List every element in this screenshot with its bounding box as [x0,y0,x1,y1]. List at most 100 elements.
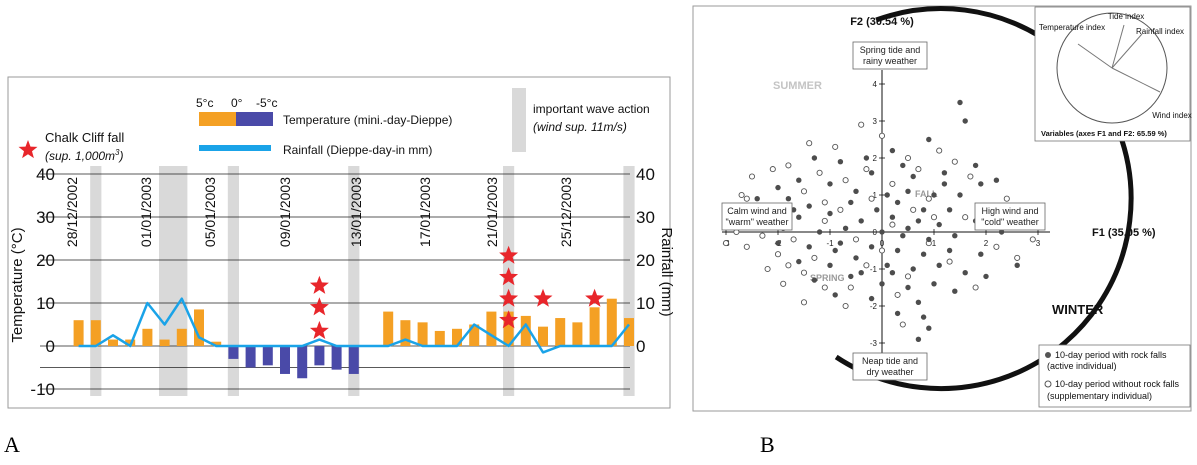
point-with-fall [900,233,906,239]
point-without-fall [936,147,943,154]
point-without-fall [972,284,979,291]
point-with-fall [858,218,864,224]
point-without-fall [738,191,745,199]
temperature-bar [90,320,101,346]
temperature-bar [383,311,394,346]
temperature-bar [538,326,548,346]
arrow-wind [1111,67,1161,93]
legend-active-sub: (active individual) [1047,361,1117,371]
temperature-bar [417,322,428,346]
point-with-fall [868,295,875,302]
point-without-fall [962,214,969,221]
y-tick-left: 20 [36,251,55,270]
point-without-fall [858,121,865,128]
legend-filled-dot [1045,352,1051,358]
arrow-temperature [1077,43,1113,69]
box-left-line1: Calm wind and [727,206,787,216]
point-with-fall [796,258,802,265]
cliff-fall-star [533,288,553,307]
point-without-fall [951,158,958,165]
cliff-fall-star [499,267,519,286]
y-tick-label: -2 [870,302,878,311]
temperature-bar [142,328,153,346]
temperature-bar [486,311,497,346]
point-without-fall [925,195,932,202]
y-tick-left: 10 [36,294,55,313]
legend-orange-swatch [199,112,236,126]
legend-cliff-fall: Chalk Cliff fall [45,130,124,145]
date-label: 01/01/2003 [138,177,154,247]
season-winter: WINTER [1052,302,1104,317]
point-without-fall [930,214,938,221]
y-axis-label-right: Rainfall (mm) [658,227,675,316]
point-with-fall [868,170,875,176]
y-tick-label: 3 [873,117,878,126]
temp-scale-label-neg5: -5°c [256,96,277,110]
point-without-fall [821,199,828,206]
point-with-fall [915,336,922,342]
point-with-fall [796,214,802,220]
y-tick-label: 2 [873,154,878,163]
point-with-fall [827,262,833,268]
wave-band [348,166,360,396]
point-with-fall [832,247,838,254]
point-without-fall [1029,236,1036,243]
temperature-bar [159,339,170,346]
box-bottom-frame [852,352,928,381]
point-with-fall [889,147,896,154]
inset-frame [1034,6,1191,142]
arrow-tide [1111,24,1125,69]
point-with-fall [905,284,911,291]
box-top: Spring tide and rainy weather [852,41,928,70]
legend-supplementary-sub: (supplementary individual) [1047,391,1152,401]
temperature-bar [572,322,583,346]
point-with-fall [811,155,818,161]
y-tick-left: 40 [36,165,55,184]
temperature-bar [469,324,480,346]
temperature-bar [194,309,204,346]
point-without-fall [967,173,974,180]
point-without-fall [785,262,792,269]
cliff-fall-star [309,297,329,316]
season-spring: SPRING [810,273,845,283]
box-right-line1: High wind and [981,206,1038,216]
point-with-fall [894,199,901,206]
point-without-fall [894,291,901,298]
x-axis-title-f1: F1 (35.05 %) [1092,227,1156,239]
point-with-fall [868,244,875,250]
variables-inset: Temperature index Tide index Rainfall in… [1034,6,1192,142]
temperature-bar [434,330,445,346]
point-without-fall [852,236,860,243]
point-with-fall [806,244,812,250]
point-with-fall [962,118,968,124]
temperature-bar [331,346,342,370]
point-with-fall [806,203,812,209]
temperature-rainfall-chart: Chalk Cliff fall (sup. 1,000m3) 5°c 0° -… [7,76,675,409]
point-without-fall [821,284,828,291]
point-without-fall [993,243,1000,250]
temperature-bar [211,341,222,346]
pca-chart: SUMMER WINTER FALL SPRING F2 (30.54 %) F… [692,5,1192,412]
cliff-fall-star [499,310,519,329]
temperature-bar [297,346,308,379]
legend-wave: important wave action [533,102,650,116]
point-with-fall [936,262,942,268]
point-with-fall [889,214,896,220]
cliff-fall-star [309,320,329,339]
legend-rain-swatch [199,145,271,151]
point-with-fall [952,233,958,239]
point-with-fall [894,247,901,254]
point-without-fall [785,162,792,169]
x-tick-label: -1 [826,239,834,248]
wave-band [623,166,635,396]
point-with-fall [905,225,911,231]
point-without-fall [863,166,870,173]
point-with-fall [952,288,958,294]
point-with-fall [957,99,963,106]
legend-supplementary: 10-day period without rock falls [1055,379,1180,389]
point-with-fall [998,229,1005,235]
temperature-bar [108,339,118,346]
date-label: 28/12/2002 [64,177,80,247]
point-with-fall [910,266,916,272]
point-without-fall [946,258,953,265]
